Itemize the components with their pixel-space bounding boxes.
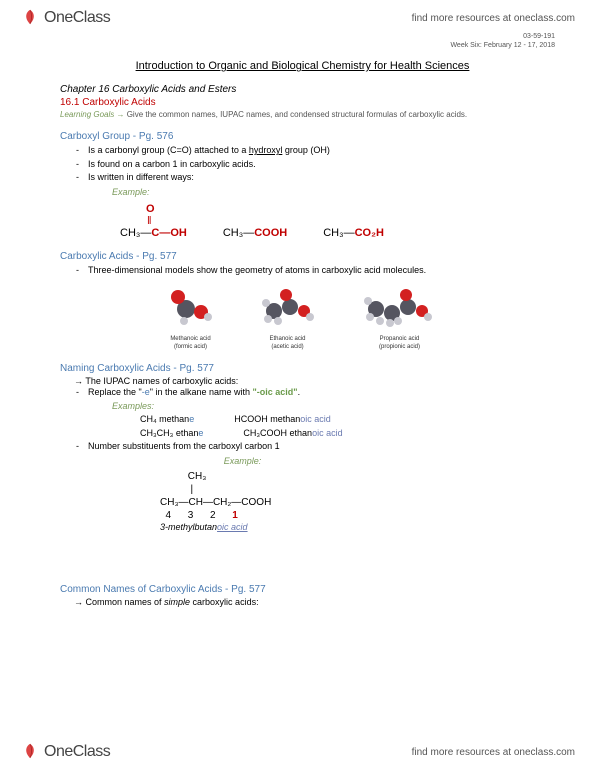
formula-row: O ‖ CH₃—C—OH CH₃—COOH CH₃—CO₂H <box>60 203 545 239</box>
subhead-carboxylic-acids: Carboxylic Acids - Pg. 577 <box>60 251 545 262</box>
examples-label: Examples: <box>60 401 545 411</box>
models-row: Methanoic acid (formic acid) Ethanoic ac… <box>60 287 545 350</box>
brand-one: One <box>44 743 73 760</box>
brand-logo: OneClass <box>20 742 110 762</box>
acids-bullets: Three-dimensional models show the geomet… <box>60 264 545 278</box>
list-item: Is a carbonyl group (C=O) attached to a … <box>88 144 545 158</box>
course-code: 03-59-191 <box>0 32 555 41</box>
molecule-icon <box>360 287 440 331</box>
list-item: Three-dimensional models show the geomet… <box>88 264 545 278</box>
brand-text: OneClass <box>44 9 110 27</box>
brand-class: Class <box>73 9 111 26</box>
model-name: Ethanoic acid <box>256 336 320 343</box>
learning-goals: Learning Goals → Give the common names, … <box>60 110 545 119</box>
page-title: Introduction to Organic and Biological C… <box>60 60 545 72</box>
brand-logo: OneClass <box>20 8 110 28</box>
structure-line: CH₃—CH—CH₂—COOH <box>160 496 545 509</box>
list-item: Replace the "-e" in the alkane name with… <box>88 386 545 400</box>
page-footer: OneClass find more resources at oneclass… <box>0 742 595 762</box>
naming-bullets: Replace the "-e" in the alkane name with… <box>60 386 545 400</box>
arrow-line: → Common names of simple carboxylic acid… <box>60 597 545 607</box>
page-header: OneClass find more resources at oneclass… <box>0 0 595 32</box>
compound-name: 3-methylbutanoic acid <box>160 522 545 534</box>
structure-line: CH₃ <box>160 470 545 483</box>
goals-lead: Learning Goals → <box>60 110 124 119</box>
model-sub: (acetic acid) <box>256 344 320 351</box>
example-row: CH₃CH₃ ethane CH₃COOH ethanoic acid <box>140 427 545 441</box>
structure-block: CH₃ | CH₃—CH—CH₂—COOH 4 3 2 1 3-methylbu… <box>60 470 545 534</box>
structural-formula: O ‖ CH₃—C—OH <box>120 203 187 239</box>
example-row: CH₄ methane HCOOH methanoic acid <box>140 413 545 427</box>
leaf-icon <box>20 8 40 28</box>
condensed-formula: CH₃—COOH <box>223 227 287 239</box>
footer-tagline: find more resources at oneclass.com <box>412 747 575 758</box>
header-tagline: find more resources at oneclass.com <box>412 13 575 24</box>
brand-text: OneClass <box>44 743 110 761</box>
model-name: Methanoic acid <box>166 336 216 343</box>
brand-class: Class <box>73 743 111 760</box>
model-name: Propanoic acid <box>360 336 440 343</box>
example-label: Example: <box>60 187 545 197</box>
structure-numbers: 4 3 2 1 <box>160 509 545 522</box>
arrow-line: → The IUPAC names of carboxylic acids: <box>60 376 545 386</box>
subhead-naming: Naming Carboxylic Acids - Pg. 577 <box>60 363 545 374</box>
molecule-model: Ethanoic acid (acetic acid) <box>256 287 320 350</box>
leaf-icon <box>20 742 40 762</box>
condensed-formula: CH₃—CO₂H <box>323 227 384 239</box>
page-content: Introduction to Organic and Biological C… <box>0 50 595 606</box>
list-item: Number substituents from the carboxyl ca… <box>88 440 545 454</box>
carboxyl-bullets: Is a carbonyl group (C=O) attached to a … <box>60 144 545 185</box>
goals-text: Give the common names, IUPAC names, and … <box>124 110 467 119</box>
week-line: Week Six: February 12 - 17, 2018 <box>0 41 555 50</box>
brand-one: One <box>44 9 73 26</box>
molecule-model: Methanoic acid (formic acid) <box>166 287 216 350</box>
example-label: Example: <box>0 456 545 466</box>
molecule-icon <box>166 287 216 331</box>
molecule-model: Propanoic acid (propionic acid) <box>360 287 440 350</box>
subhead-common: Common Names of Carboxylic Acids - Pg. 5… <box>60 584 545 595</box>
structure-line: | <box>160 483 545 496</box>
list-item: Is written in different ways: <box>88 171 545 185</box>
subhead-carboxyl-group: Carboxyl Group - Pg. 576 <box>60 131 545 142</box>
header-meta: 03-59-191 Week Six: February 12 - 17, 20… <box>0 32 595 50</box>
list-item: Is found on a carbon 1 in carboxylic aci… <box>88 158 545 172</box>
model-sub: (propionic acid) <box>360 344 440 351</box>
naming-examples: CH₄ methane HCOOH methanoic acid CH₃CH₃ … <box>60 413 545 440</box>
chapter-heading: Chapter 16 Carboxylic Acids and Esters <box>60 84 545 95</box>
naming-bullets-2: Number substituents from the carboxyl ca… <box>60 440 545 454</box>
model-sub: (formic acid) <box>166 344 216 351</box>
section-number: 16.1 Carboxylic Acids <box>60 97 545 108</box>
molecule-icon <box>256 287 320 331</box>
